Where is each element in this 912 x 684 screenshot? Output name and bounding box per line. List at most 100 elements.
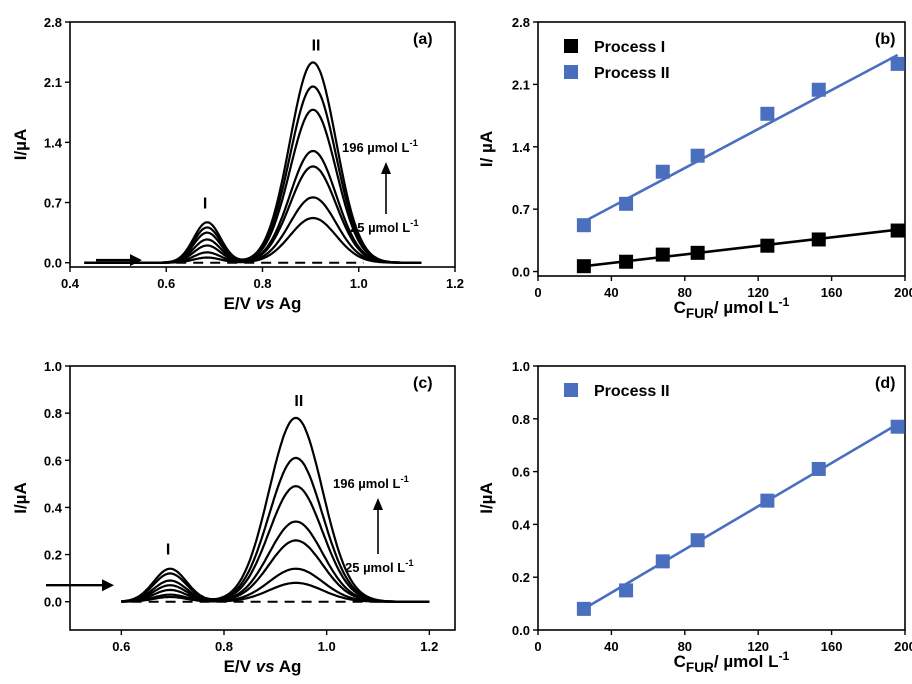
x-axis-label: CFUR/ µmol L-1 <box>674 295 790 321</box>
y-tick-label: 1.4 <box>44 135 63 150</box>
chart-panel-b: 0 40 80 120 160 200 0.0 0.7 1.4 2.1 2.8 (b) CFUR/ µm… <box>477 15 912 321</box>
y-tick-label: 0.4 <box>512 517 531 532</box>
y-tick-label: 0.0 <box>512 623 530 638</box>
data-point-marker <box>690 148 705 163</box>
y-tick-label: 1.4 <box>512 140 531 155</box>
y-tick-label: 0.7 <box>44 196 62 211</box>
x-axis-label: E/V vs Ag <box>224 294 302 313</box>
data-point-marker <box>760 106 775 121</box>
data-point-marker <box>811 232 826 247</box>
chart-panel-c: 0.6 0.8 1.0 1.2 0.0 0.2 0.4 0.6 0.8 1.0 (c) E/V vs … <box>11 359 456 676</box>
y-axis-label: I/µA <box>11 482 30 514</box>
y-tick-label: 0.4 <box>44 500 63 515</box>
x-tick-label: 0.6 <box>112 639 130 654</box>
x-tick-label: 1.0 <box>350 276 368 291</box>
x-tick-label: 80 <box>678 639 692 654</box>
x-tick-label: 160 <box>821 639 843 654</box>
data-point-marker <box>619 196 634 211</box>
x-tick-label: 1.2 <box>420 639 438 654</box>
data-point-marker <box>576 259 591 274</box>
y-tick-label: 0.8 <box>44 406 62 421</box>
voltammogram-curve <box>84 165 422 264</box>
increase-arrow-head-icon <box>373 498 383 510</box>
y-tick-label: 2.8 <box>512 15 530 30</box>
peak-label-II: II <box>312 37 321 54</box>
data-point-marker <box>811 461 826 476</box>
scan-arrow-head-icon <box>102 579 114 592</box>
linear-fit-line <box>583 53 899 223</box>
y-tick-label: 0.7 <box>512 202 530 217</box>
data-point-marker <box>690 533 705 548</box>
y-axis-label: I/ µA <box>477 131 496 167</box>
x-tick-label: 200 <box>894 639 912 654</box>
data-point-marker <box>890 223 905 238</box>
legend-label: Process I <box>594 39 665 56</box>
peak-label-I: I <box>203 195 207 212</box>
x-tick-label: 0 <box>534 639 541 654</box>
x-tick-label: 120 <box>747 285 769 300</box>
data-point-marker <box>619 583 634 598</box>
plot-frame <box>537 21 906 277</box>
data-point-marker <box>890 419 905 434</box>
y-tick-label: 1.0 <box>512 359 530 374</box>
data-point-marker <box>655 247 670 262</box>
y-tick-label: 0.6 <box>44 453 62 468</box>
legend-marker <box>564 39 578 53</box>
x-tick-label: 160 <box>821 285 843 300</box>
panel-label: (d) <box>875 375 895 392</box>
x-tick-label: 80 <box>678 285 692 300</box>
data-point-marker <box>890 56 905 71</box>
plot-frame <box>537 365 906 631</box>
x-tick-label: 0.4 <box>61 276 80 291</box>
voltammogram-curve <box>84 149 422 264</box>
x-tick-label: 0.8 <box>253 276 271 291</box>
y-tick-label: 0.2 <box>44 548 62 563</box>
panel-label: (b) <box>875 31 895 48</box>
y-tick-label: 0.0 <box>44 256 62 271</box>
legend-label: Process II <box>594 383 670 400</box>
panel-label: (c) <box>413 375 433 392</box>
concentration-bottom-label: 25 µmol L-1 <box>350 218 419 235</box>
x-tick-label: 0 <box>534 285 541 300</box>
linear-fit-line <box>583 228 898 268</box>
x-tick-label: 40 <box>604 285 618 300</box>
y-tick-label: 0.8 <box>512 412 530 427</box>
x-axis-label: CFUR/ µmol L-1 <box>674 649 790 675</box>
voltammogram-curve <box>84 216 422 264</box>
data-point-marker <box>655 554 670 569</box>
panel-label: (a) <box>413 31 433 48</box>
peak-label-II: II <box>294 393 303 410</box>
x-tick-label: 1.2 <box>446 276 464 291</box>
scan-arrow-head-icon <box>130 254 142 267</box>
chart-panel-a: 0.4 0.6 0.8 1.0 1.2 0.0 0.7 1.4 2.1 2.8 (a) E/V vs … <box>11 15 464 313</box>
data-point-marker <box>760 238 775 253</box>
x-tick-label: 200 <box>894 285 912 300</box>
voltammogram-curve <box>84 85 422 264</box>
data-point-marker <box>576 218 591 233</box>
increase-arrow-head-icon <box>381 162 391 174</box>
concentration-top-label: 196 µmol L-1 <box>333 474 409 491</box>
legend-label: Process II <box>594 65 670 82</box>
x-tick-label: 0.6 <box>157 276 175 291</box>
y-tick-label: 2.1 <box>44 75 62 90</box>
data-point-marker <box>690 245 705 260</box>
voltammogram-curve <box>84 108 422 264</box>
x-tick-label: 1.0 <box>318 639 336 654</box>
legend-marker <box>564 383 578 397</box>
y-axis-label: I/µA <box>11 129 30 161</box>
x-axis-label: E/V vs Ag <box>224 657 302 676</box>
data-point-marker <box>760 493 775 508</box>
x-tick-label: 40 <box>604 639 618 654</box>
peak-label-I: I <box>166 542 170 559</box>
y-tick-label: 2.8 <box>44 15 62 30</box>
y-tick-label: 0.2 <box>512 570 530 585</box>
chart-panel-d: 0 40 80 120 160 200 0.0 0.2 0.4 0.6 0.8 1.0 (d) CFUR/… <box>477 359 912 675</box>
plot-frame <box>69 365 456 631</box>
y-tick-label: 2.1 <box>512 77 530 92</box>
concentration-bottom-label: 25 µmol L-1 <box>345 558 414 575</box>
x-tick-label: 0.8 <box>215 639 233 654</box>
data-point-marker <box>619 254 634 269</box>
y-tick-label: 0.0 <box>512 265 530 280</box>
concentration-top-label: 196 µmol L-1 <box>342 138 418 155</box>
